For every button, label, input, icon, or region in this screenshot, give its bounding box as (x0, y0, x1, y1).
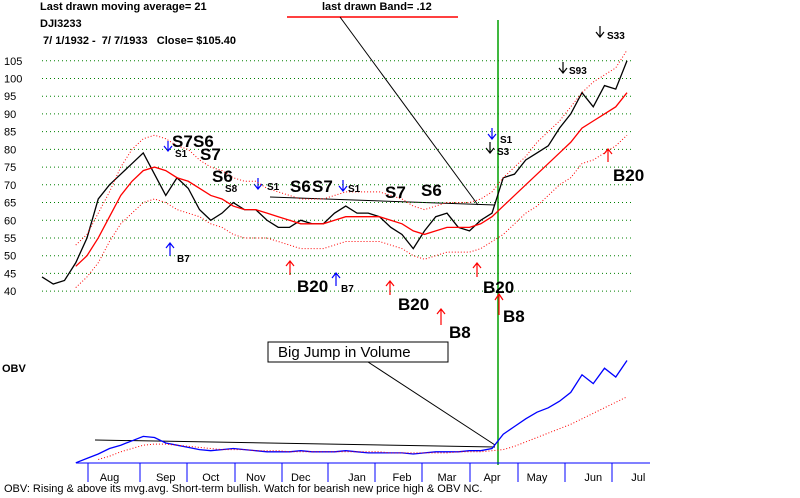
series-line (75, 134, 628, 288)
x-tick-label: Jun (584, 472, 602, 484)
signal-label: S33 (607, 31, 625, 42)
callout-box (267, 341, 449, 363)
signal-label: S1 (267, 182, 280, 193)
x-tick-label: Sep (156, 472, 176, 484)
signal-label: B8 (449, 323, 471, 342)
signal-label: S7 (312, 177, 333, 196)
signal-label: S8 (225, 184, 238, 195)
series-line (75, 360, 628, 464)
signal-label: S7 (172, 132, 193, 151)
y-tick-label: 75 (4, 162, 16, 174)
obv-label: OBV (2, 363, 27, 375)
signal-label: B7 (341, 284, 354, 295)
band-label: last drawn Band= .12 (322, 1, 432, 13)
signal-label: S1 (175, 149, 188, 160)
y-tick-label: 85 (4, 127, 16, 139)
signal-label: S6 (421, 181, 442, 200)
x-tick-label: Nov (246, 472, 266, 484)
y-tick-label: 80 (4, 144, 16, 156)
signal-label: S6 (290, 177, 311, 196)
x-tick-label: Mar (438, 472, 457, 484)
x-tick-label: Dec (291, 472, 311, 484)
signal-label: B8 (503, 307, 525, 326)
signal-label: B7 (177, 254, 190, 265)
buy-arrows (285, 148, 613, 325)
y-tick-label: 50 (4, 251, 16, 263)
signal-label: S1 (348, 184, 361, 195)
y-tick-label: 55 (4, 233, 16, 245)
signal-label: B20 (483, 278, 514, 297)
y-tick-label: 100 (4, 73, 22, 85)
callout: Big Jump in Volume (278, 344, 411, 361)
signal-label: S1 (500, 135, 513, 146)
x-tick-label: Feb (393, 472, 412, 484)
pointer-line (339, 16, 479, 206)
y-tick-label: 65 (4, 198, 16, 210)
caption: OBV: Rising & above its mvg.avg. Short-t… (4, 483, 482, 495)
y-tick-label: 70 (4, 180, 16, 192)
signal-label: S7 (200, 145, 221, 164)
signal-label: S93 (569, 66, 587, 77)
y-tick-label: 90 (4, 109, 16, 121)
x-tick-label: May (527, 472, 548, 484)
trend-line (269, 196, 496, 206)
series-line (75, 49, 628, 246)
signal-label: S7 (385, 183, 406, 202)
y-tick-label: 40 (4, 286, 16, 298)
signal-label: S6 (212, 167, 233, 186)
signal-label: B20 (398, 295, 429, 314)
date-range: 7/ 1/1932 - 7/ 7/1933 Close= $105.40 (40, 35, 236, 47)
signal-label: S6 (193, 132, 214, 151)
obv-trend-line (94, 439, 496, 448)
x-tick-label: Jul (631, 472, 645, 484)
x-tick-label: Oct (202, 472, 219, 484)
x-tick-label: Aug (100, 472, 120, 484)
callout-line (367, 361, 496, 446)
y-tick-label: 105 (4, 56, 22, 68)
y-tick-label: 60 (4, 215, 16, 227)
x-tick-label: Jan (348, 472, 366, 484)
signal-label: B20 (613, 166, 644, 185)
ticker: DJI3233 (40, 18, 82, 30)
y-tick-label: 95 (4, 91, 16, 103)
x-tick-label: Apr (483, 472, 500, 484)
series-line (41, 60, 628, 285)
series-line (75, 92, 628, 267)
signal-label: S3 (497, 147, 510, 158)
chart-title: Last drawn moving average= 21 (40, 1, 207, 13)
signal-label: B20 (297, 277, 328, 296)
month-ticks (87, 463, 613, 482)
series-line (98, 396, 628, 460)
sell-arrows-black (485, 26, 605, 154)
y-tick-label: 45 (4, 268, 16, 280)
